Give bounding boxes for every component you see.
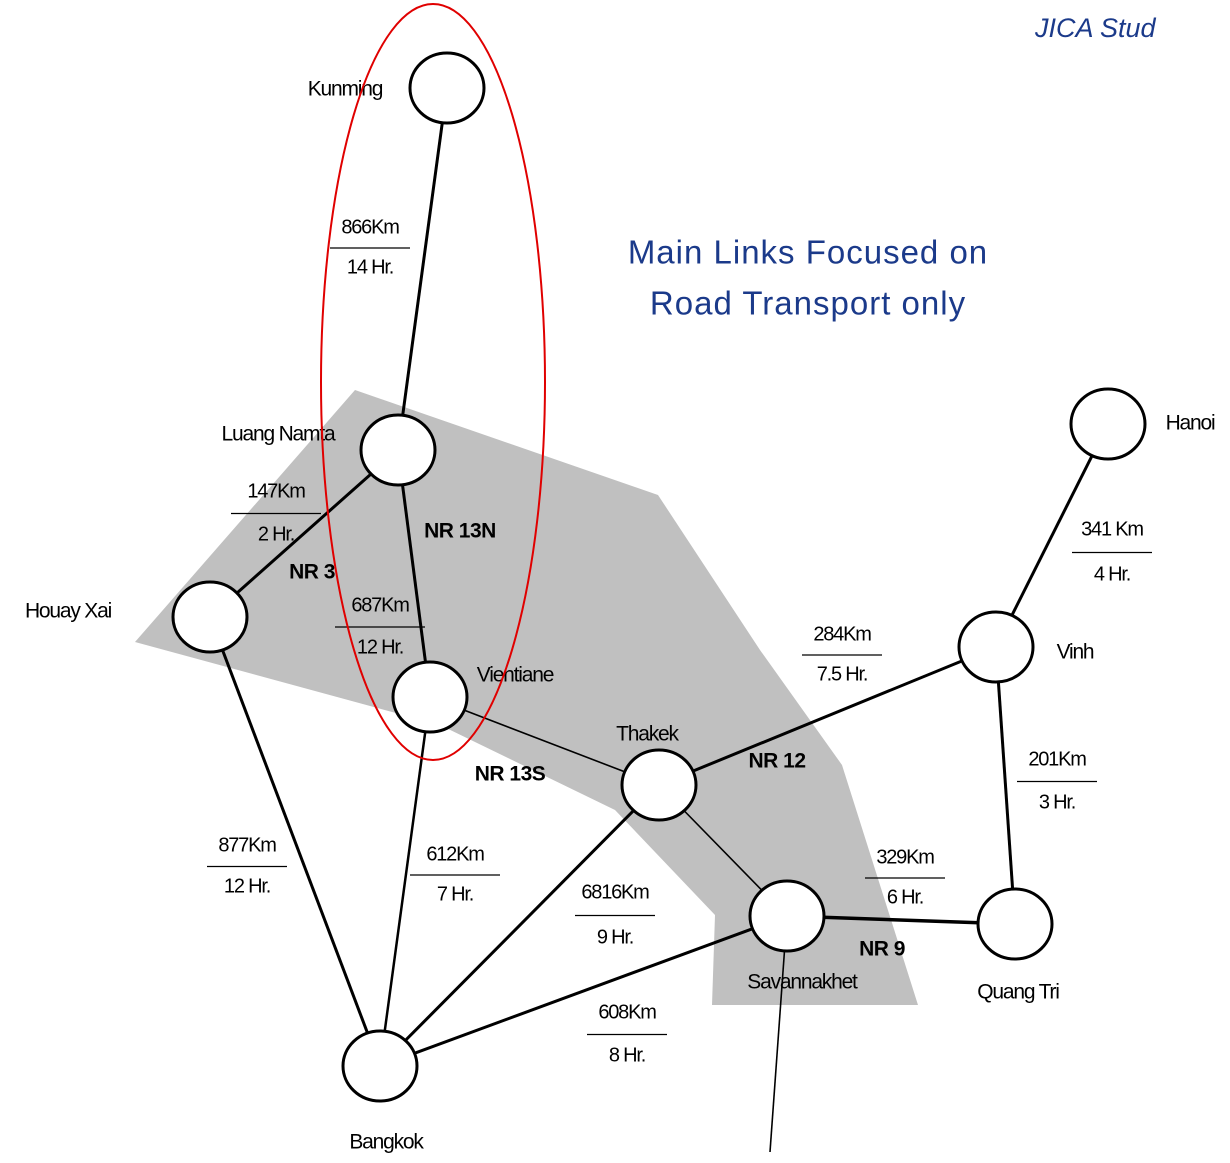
city-label: Savannakhet — [747, 971, 858, 994]
link-time: 2 Hr. — [258, 523, 294, 545]
city-node — [359, 413, 437, 487]
link-distance: 284Km — [813, 623, 871, 645]
link-distance: 341 Km — [1081, 518, 1143, 540]
link-distance: 201Km — [1028, 748, 1086, 770]
city-node — [976, 887, 1054, 961]
route-label: NR 9 — [859, 938, 905, 961]
road-link — [429, 696, 660, 786]
road-link — [658, 645, 997, 787]
city-node — [341, 1029, 419, 1103]
city-label: Vientiane — [477, 664, 554, 687]
city-label: Hanoi — [1166, 412, 1215, 435]
city-label: Thakek — [616, 723, 679, 746]
link-time: 12 Hr. — [357, 636, 403, 658]
road-link — [994, 646, 1017, 925]
link-distance: 687Km — [351, 594, 409, 616]
source-text: JICA Stud — [1034, 13, 1157, 43]
link-distance: 147Km — [247, 480, 305, 502]
city-node — [620, 748, 698, 822]
link-distance: 329Km — [876, 846, 934, 868]
highlight-ellipse — [320, 3, 546, 761]
link-time: 3 Hr. — [1039, 791, 1075, 813]
annotation: Road Transport only — [650, 285, 966, 322]
link-distance: 608Km — [598, 1001, 656, 1023]
city-node — [408, 51, 486, 125]
road-link — [209, 448, 399, 619]
road-link — [208, 616, 382, 1067]
link-time: 8 Hr. — [609, 1044, 645, 1066]
nodes — [171, 51, 1147, 1103]
link-time: 7.5 Hr. — [817, 663, 868, 685]
link-time: 6 Hr. — [887, 886, 923, 908]
link-distance: 6816Km — [581, 881, 649, 903]
road-link — [379, 914, 788, 1068]
link-time: 7 Hr. — [437, 883, 473, 905]
road-link — [396, 449, 432, 698]
city-label: Quang Tri — [977, 981, 1059, 1004]
link-time: 9 Hr. — [597, 926, 633, 948]
road-link — [994, 423, 1110, 648]
road-link — [769, 915, 788, 1153]
route-label: NR 3 — [289, 561, 335, 584]
route-label: NR 13N — [424, 520, 496, 543]
city-node — [171, 580, 249, 654]
link-time: 14 Hr. — [347, 256, 393, 278]
annotation: Main Links Focused on — [628, 234, 988, 271]
link-distance: 866Km — [341, 216, 399, 238]
road-link — [378, 783, 661, 1068]
city-node — [1069, 387, 1147, 461]
link-time: 12 Hr. — [224, 875, 270, 897]
route-label: NR 12 — [748, 750, 805, 773]
road-link — [378, 696, 432, 1067]
road-link — [396, 87, 449, 451]
corridor-area — [135, 390, 918, 1005]
city-label: Bangkok — [349, 1131, 424, 1154]
city-label: Houay Xai — [25, 600, 112, 623]
city-node — [748, 879, 826, 953]
link-distance: 877Km — [218, 834, 276, 856]
link-time: 4 Hr. — [1094, 563, 1130, 585]
city-node — [957, 610, 1035, 684]
route-label: NR 13S — [475, 763, 546, 786]
city-node — [391, 660, 469, 734]
city-label: Vinh — [1057, 641, 1094, 664]
link-distance: 612Km — [426, 843, 484, 865]
city-label: Kunming — [308, 78, 383, 101]
city-label: Luang Namta — [222, 423, 336, 446]
